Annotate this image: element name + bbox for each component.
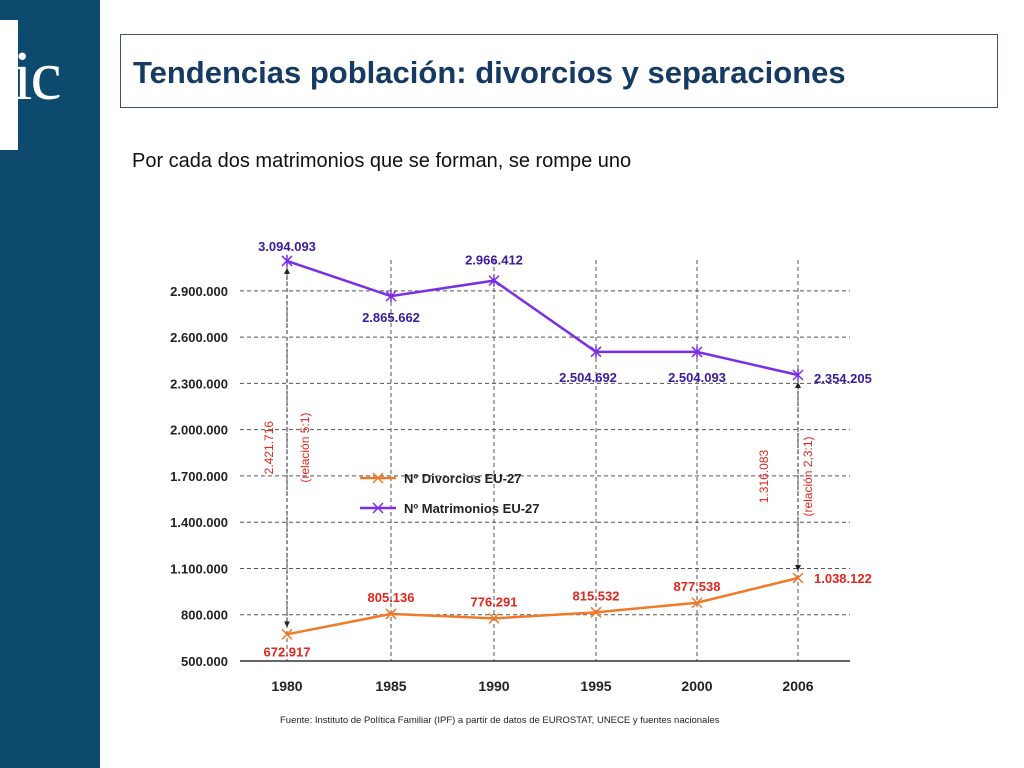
data-label: 877.538 (674, 579, 721, 594)
logo-text: uic (0, 38, 62, 115)
subtitle: Por cada dos matrimonios que se forman, … (132, 150, 632, 172)
point-marker (691, 345, 703, 358)
data-point (590, 345, 602, 358)
annotation-difference: 2.421.716 (262, 421, 276, 475)
data-label: 1.038.122 (814, 571, 872, 586)
data-label: 2.966.412 (465, 253, 523, 268)
data-point (488, 274, 500, 287)
chart-source: Fuente: Instituto de Política Familiar (… (280, 715, 720, 726)
point-marker (281, 254, 293, 267)
point-marker (691, 597, 703, 609)
x-tick-label: 1990 (478, 678, 509, 694)
point-marker (385, 608, 397, 620)
series-line (286, 576, 799, 636)
data-label: 2.354.205 (814, 371, 872, 386)
x-tick-label: 1995 (580, 678, 611, 694)
page-title: Tendencias población: divorcios y separa… (133, 55, 846, 90)
data-label: 672.917 (264, 644, 311, 659)
data-point (385, 608, 397, 620)
point-marker (385, 290, 397, 303)
legend-label: Nº Divorcios EU-27 (404, 471, 521, 486)
data-label: 805.136 (368, 590, 415, 605)
title-box: Tendencias población: divorcios y separa… (120, 34, 998, 108)
data-point (281, 628, 293, 640)
data-point (792, 572, 804, 584)
point-marker (488, 612, 500, 624)
data-point (488, 612, 500, 624)
line-chart: 500.000 800.000 1.100.000 1.400.000 1.700.00… (170, 240, 872, 726)
y-tick-label: 500.000 (181, 654, 228, 669)
data-label: 2.865.662 (362, 310, 420, 325)
data-label: 2.504.692 (559, 370, 617, 385)
data-point (590, 606, 602, 618)
point-marker (488, 274, 500, 287)
legend-marker (372, 502, 384, 514)
point-marker (792, 572, 804, 584)
data-label: 815.532 (573, 588, 620, 603)
legend-label: Nº Matrimonios EU-27 (404, 501, 540, 516)
data-label: 776.291 (471, 594, 518, 609)
logo: uic (0, 20, 96, 150)
x-tick-label: 2000 (681, 678, 712, 694)
x-tick-label: 2006 (782, 678, 813, 694)
logo-background (18, 20, 96, 150)
data-point (281, 254, 293, 267)
point-marker (590, 606, 602, 618)
x-tick-label: 1980 (271, 678, 302, 694)
y-tick-label: 2.900.000 (170, 284, 228, 299)
data-point (385, 290, 397, 303)
annotation-ratio: (relación 2,3:1) (801, 436, 815, 516)
data-label: 3.094.093 (258, 240, 316, 254)
y-tick-label: 1.700.000 (170, 469, 228, 484)
point-marker (281, 628, 293, 640)
annotation-difference: 1.316.083 (757, 449, 771, 503)
y-tick-label: 2.000.000 (170, 423, 228, 438)
data-point (691, 597, 703, 609)
y-tick-label: 1.100.000 (170, 561, 228, 576)
data-point (691, 345, 703, 358)
x-tick-label: 1985 (375, 678, 406, 694)
y-tick-label: 2.300.000 (170, 376, 228, 391)
point-marker (590, 345, 602, 358)
y-tick-label: 800.000 (181, 608, 228, 623)
annotation-ratio: (relación 5:1) (298, 413, 312, 483)
legend-marker (372, 472, 384, 484)
y-tick-label: 1.400.000 (170, 515, 228, 530)
data-label: 2.504.093 (668, 370, 726, 385)
data-point (792, 369, 804, 382)
point-marker (792, 369, 804, 382)
series-line (286, 259, 799, 377)
y-tick-label: 2.600.000 (170, 330, 228, 345)
